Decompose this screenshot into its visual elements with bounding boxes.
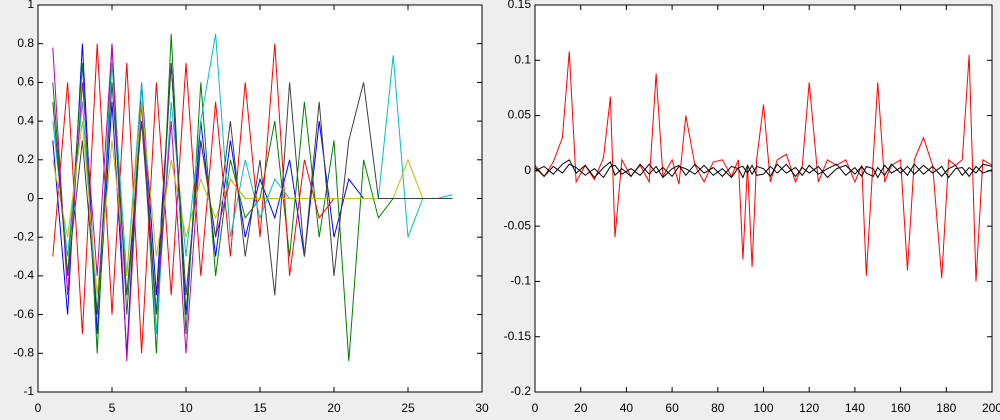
x-tick-label: 0: [35, 401, 42, 415]
y-tick-label: -0.1: [510, 274, 531, 288]
x-tick-label: 20: [574, 401, 588, 415]
x-tick-label: 200: [982, 401, 1000, 415]
x-tick-label: 10: [179, 401, 193, 415]
x-tick-label: 60: [665, 401, 679, 415]
x-tick-label: 5: [109, 401, 116, 415]
x-tick-label: 140: [845, 401, 865, 415]
y-tick-label: 0.15: [508, 0, 532, 11]
y-tick-label: 0: [524, 163, 531, 177]
x-tick-label: 40: [620, 401, 634, 415]
y-tick-label: 0.8: [17, 36, 34, 50]
y-tick-label: -0.05: [504, 218, 532, 232]
y-tick-label: 0.2: [17, 152, 34, 166]
data-line: [52, 33, 453, 334]
y-tick-label: 0.05: [508, 108, 532, 122]
data-line: [534, 51, 993, 282]
data-line: [534, 159, 993, 179]
data-line: [534, 163, 993, 179]
x-tick-label: 30: [475, 401, 489, 415]
x-tick-label: 80: [711, 401, 725, 415]
axes-background: [535, 5, 992, 392]
y-tick-label: 0.1: [514, 52, 531, 66]
y-tick-label: 1: [27, 0, 34, 11]
data-line: [52, 63, 453, 315]
x-tick-label: 120: [799, 401, 819, 415]
y-tick-label: -0.2: [13, 229, 34, 243]
x-tick-label: 15: [253, 401, 267, 415]
x-tick-label: 100: [753, 401, 773, 415]
y-tick-label: -0.15: [504, 329, 532, 343]
y-tick-label: -0.4: [13, 268, 34, 282]
x-tick-label: 0: [532, 401, 539, 415]
x-tick-label: 25: [401, 401, 415, 415]
y-tick-label: -0.2: [510, 384, 531, 398]
y-tick-label: 0.6: [17, 75, 34, 89]
x-tick-label: 20: [327, 401, 341, 415]
y-tick-label: -1: [23, 384, 34, 398]
y-tick-label: 0.4: [17, 113, 34, 127]
y-tick-label: -0.8: [13, 345, 34, 359]
x-tick-label: 180: [936, 401, 956, 415]
y-tick-label: -0.6: [13, 307, 34, 321]
x-tick-label: 160: [891, 401, 911, 415]
y-tick-label: 0: [27, 191, 34, 205]
